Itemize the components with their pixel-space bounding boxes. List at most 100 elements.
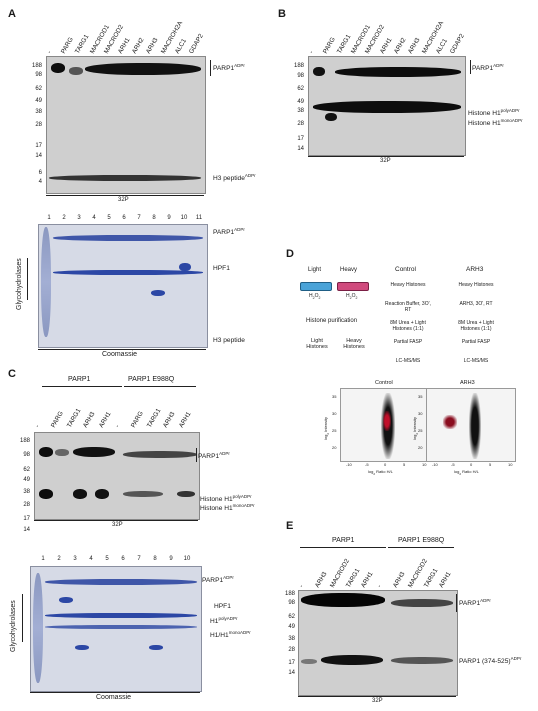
lane-label: ARH1 — [97, 410, 113, 429]
lane-label: ALC1 — [434, 37, 449, 55]
panel-c-coomassie-gel — [30, 566, 202, 692]
mw-marker: 62 — [23, 467, 30, 473]
control-col-title: Control — [395, 266, 416, 273]
x-tick-label: -5 — [451, 462, 455, 467]
protocol-step: LC-MS/MS — [395, 358, 421, 364]
lane-label: ARH2 — [131, 36, 146, 55]
panel-c-gel-parp1-label: PARP1ADPr — [202, 575, 234, 585]
lane-number: 3 — [77, 215, 81, 221]
mw-marker: 28 — [23, 502, 30, 508]
mw-marker: 14 — [297, 146, 304, 152]
y-tick-label: 35 — [332, 394, 337, 399]
panel-e-fragment-label: PARP1 (374-525)ADPr — [459, 656, 522, 666]
panel-e-letter: E — [286, 520, 294, 532]
lane-label: PARG — [322, 36, 337, 55]
panel-a-h3-label: H3 peptideADPr — [213, 173, 256, 183]
light-label: Light — [308, 267, 322, 273]
lane-label: PARG — [49, 410, 65, 429]
panel-c-parp1-label: PARP1ADPr — [198, 451, 230, 461]
plot1-xlabel: log2 Ratio H/L — [368, 469, 393, 476]
lane-label: GDAP2 — [187, 32, 205, 55]
mw-marker: 49 — [23, 477, 30, 483]
mw-marker: 98 — [288, 600, 295, 606]
lane-label: ARH1 — [177, 410, 193, 429]
plot2-title: ARH3 — [460, 380, 475, 386]
mw-marker: 6 — [38, 170, 42, 176]
lane-number: 8 — [153, 556, 157, 562]
lane-number: 5 — [105, 556, 109, 562]
panel-a-autoradiograph — [46, 56, 206, 194]
plot2-xlabel: log2 Ratio H/L — [454, 469, 479, 476]
lane-label: TARG1 — [422, 567, 440, 589]
panel-a-glycohydrolases-label: Glycohydrolases — [16, 258, 23, 310]
mw-marker: 49 — [35, 98, 42, 104]
lane-label: ARH1 — [360, 570, 375, 589]
lane-number: 9 — [169, 556, 173, 562]
lane-label: - — [375, 583, 384, 589]
panel-a-32p-caption: 32P — [118, 197, 129, 203]
lane-label: - — [113, 423, 122, 429]
panel-c-glycohydrolases-label: Glycohydrolases — [10, 600, 17, 652]
y-tick-label: 30 — [332, 411, 337, 416]
mw-marker: 38 — [23, 489, 30, 495]
panel-b-letter: B — [278, 8, 286, 20]
panel-c-poly-label: Histone H1polyADPr — [200, 494, 252, 504]
protocol-step: 8M Urea + Light Histones (1:1) — [458, 320, 494, 332]
x-tick-label: 5 — [489, 462, 492, 467]
lane-label: ARH3 — [391, 570, 407, 589]
panel-e-autoradiograph — [298, 590, 458, 696]
y-tick-label: 25 — [332, 428, 337, 433]
arh3-volcano-plot — [426, 388, 516, 462]
mw-marker: 188 — [19, 438, 30, 444]
y-tick-label: 30 — [418, 411, 423, 416]
heavy-label: Heavy — [340, 267, 358, 273]
panel-e-group-parp1: PARP1 — [332, 537, 355, 544]
lane-label: PARG — [129, 410, 145, 429]
lane-number: 4 — [89, 556, 93, 562]
lane-number: 8 — [152, 215, 156, 221]
panel-c-gel-h1-label: H1/H1monoADPr — [210, 630, 251, 640]
x-tick-label: -10 — [346, 462, 352, 467]
mw-marker: 98 — [35, 72, 42, 78]
panel-b-mono-label: Histone H1monoADPr — [468, 118, 523, 128]
mw-marker: 28 — [288, 647, 295, 653]
control-volcano-plot — [340, 388, 430, 462]
purification-label: Histone purification — [306, 318, 358, 324]
protocol-step: Heavy Histones — [390, 282, 426, 288]
mw-marker: 17 — [297, 136, 304, 142]
lane-label: ARH3 — [313, 570, 329, 589]
plot1-title: Control — [375, 380, 393, 386]
mw-marker: 49 — [297, 99, 304, 105]
lane-label: ARH3 — [81, 410, 97, 429]
lane-number: 2 — [57, 556, 61, 562]
lane-label: GDAP2 — [448, 32, 466, 55]
x-tick-label: 10 — [508, 462, 513, 467]
mw-marker: 14 — [35, 153, 42, 159]
lane-label: TARG1 — [145, 407, 163, 429]
x-tick-label: 0 — [384, 462, 387, 467]
panel-b-32p-caption: 32P — [380, 158, 391, 164]
lane-label: - — [307, 49, 316, 55]
panel-a-gel-hpf1-label: HPF1 — [213, 265, 230, 272]
heavy-dish-icon — [337, 282, 369, 291]
lane-number: 1 — [47, 215, 51, 221]
lane-label: - — [297, 583, 306, 589]
lane-number: 6 — [121, 556, 125, 562]
lane-label: TARG1 — [65, 407, 83, 429]
lane-label: TARG1 — [344, 567, 362, 589]
x-tick-label: -10 — [432, 462, 438, 467]
mw-marker: 62 — [35, 86, 42, 92]
x-tick-label: 0 — [470, 462, 473, 467]
lane-number: 3 — [73, 556, 77, 562]
mw-marker: 98 — [297, 73, 304, 79]
lane-number: 1 — [41, 556, 45, 562]
mw-marker: 17 — [23, 516, 30, 522]
protocol-step: 8M Urea + Light Histones (1:1) — [390, 320, 426, 332]
panel-c-gel-hpf1-label: HPF1 — [214, 603, 231, 610]
panel-e-group-e988q: PARP1 E988Q — [398, 537, 445, 544]
panel-c-mono-label: Histone H1monoADPr — [200, 503, 255, 513]
mw-marker: 188 — [293, 63, 304, 69]
y-tick-label: 20 — [332, 445, 337, 450]
lane-label: PARG — [60, 36, 76, 55]
y-tick-label: 35 — [418, 394, 423, 399]
